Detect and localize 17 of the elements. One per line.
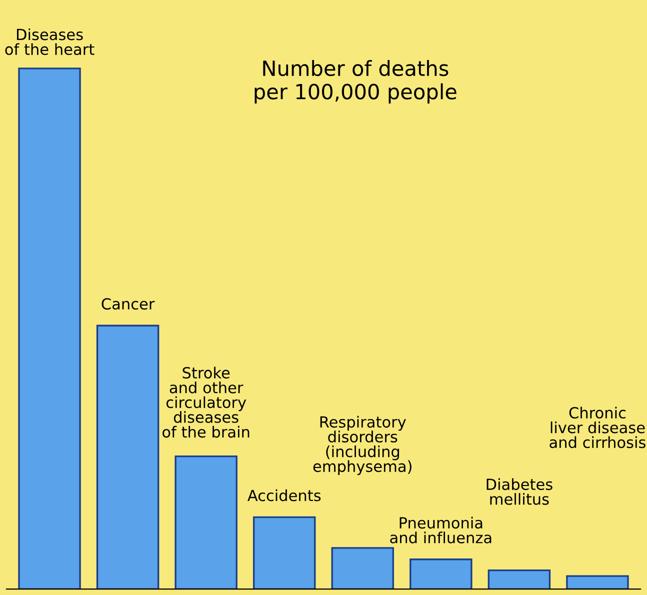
bar: [174, 455, 238, 590]
bar: [18, 68, 81, 590]
bar: [488, 569, 551, 590]
x-tick-label: Accidents: [248, 489, 321, 502]
chart-title: Number of deaths per 100,000 people: [254, 60, 456, 104]
bar: [410, 558, 472, 590]
bar: [566, 575, 629, 590]
x-tick-label: Diabetes mellitus: [486, 478, 552, 505]
x-tick-label: Stroke and other circulatory diseases of the brain: [162, 366, 250, 438]
bar: [252, 516, 316, 590]
x-tick-label: Diseases of the heart: [5, 28, 94, 56]
x-tick-label: Cancer: [102, 298, 155, 310]
x-tick-label: Pneumonia and influenza: [390, 516, 492, 544]
bar: [331, 547, 394, 590]
bar: [96, 324, 160, 590]
x-tick-label: Respiratory disorders (including emphysema): [313, 416, 412, 476]
x-tick-label: Chronic liver disease and cirrhosis: [550, 406, 646, 448]
